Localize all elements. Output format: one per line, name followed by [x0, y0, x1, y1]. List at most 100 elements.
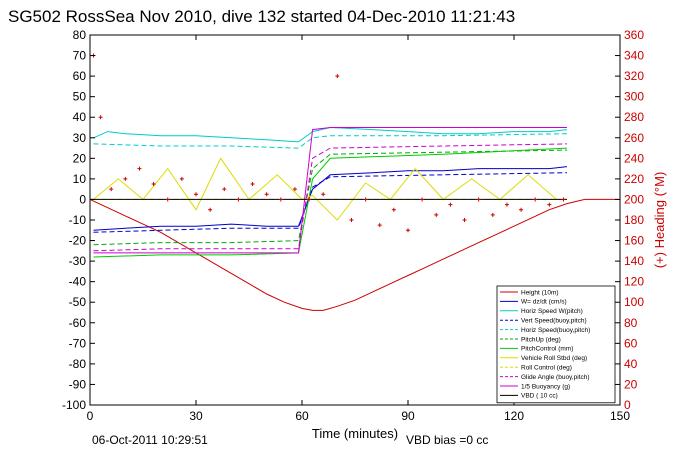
series-layer — [89, 53, 620, 311]
heading-point — [533, 197, 538, 202]
heading-point — [504, 202, 509, 207]
heading-point — [420, 197, 425, 202]
y-tick-label: 30 — [73, 131, 87, 145]
ticks-layer: 0 30 60 90 120 150-100-90-80-70-60-50-40-30-2… — [62, 28, 644, 423]
footer-date: 06-Oct-2011 10:29:51 — [92, 433, 208, 447]
heading-point — [179, 176, 184, 181]
y-right-tick-label: 20 — [624, 377, 638, 391]
heading-point — [363, 197, 368, 202]
y-right-tick-label: 160 — [624, 234, 644, 248]
y-tick-label: 70 — [73, 49, 87, 63]
y-tick-label: 60 — [73, 69, 87, 83]
y-tick-label: -40 — [69, 275, 87, 289]
y-tick-label: -20 — [69, 234, 87, 248]
y-right-tick-label: 80 — [624, 316, 638, 330]
y-right-tick-label: 340 — [624, 49, 644, 63]
y-right-tick-label: 300 — [624, 90, 644, 104]
heading-point — [476, 197, 481, 202]
heading-point — [519, 207, 524, 212]
y-tick-label: 80 — [73, 28, 87, 42]
x-tick-label: 120 — [504, 409, 524, 423]
heading-point — [561, 197, 566, 202]
y-tick-label: 40 — [73, 110, 87, 124]
chart-title: SG502 RossSea Nov 2010, dive 132 started… — [8, 7, 515, 26]
y-right-tick-label: 120 — [624, 275, 644, 289]
heading-point — [123, 176, 128, 181]
x-tick-label: 90 — [401, 409, 415, 423]
heading-point — [222, 187, 227, 192]
x-tick-label: 30 — [189, 409, 203, 423]
heading-point — [321, 192, 326, 197]
series-line-10 — [93, 127, 567, 254]
heading-point — [391, 207, 396, 212]
y-right-tick-label: 280 — [624, 110, 644, 124]
heading-point — [264, 192, 269, 197]
heading-point — [194, 192, 198, 197]
heading-point — [236, 197, 241, 202]
footer-vbd-bias: VBD bias =0 cc — [406, 433, 488, 447]
y-right-tick-label: 260 — [624, 131, 644, 145]
heading-point — [208, 207, 213, 212]
heading-point — [490, 212, 495, 217]
legend-entry: Glide Angle (buoy,pitch) — [521, 374, 590, 381]
y-right-tick-label: 320 — [624, 69, 644, 83]
y-tick-label: 50 — [73, 90, 87, 104]
legend-entry: Vehicle Roll Stbd (deg) — [521, 355, 587, 362]
x-tick-label: 150 — [610, 409, 630, 423]
y-tick-label: 10 — [73, 172, 87, 186]
y-right-tick-label: 60 — [624, 336, 638, 350]
y-right-tick-label: 360 — [624, 28, 644, 42]
heading-point — [377, 223, 382, 228]
heading-point — [547, 202, 552, 207]
series-line-6 — [93, 147, 568, 258]
y-right-tick-label: 220 — [624, 172, 644, 186]
y-tick-label: 0 — [79, 192, 86, 206]
heading-point — [307, 197, 312, 202]
y-axis-right-label: (+) Heading (°M) — [652, 172, 667, 269]
legend-entry: Horiz Speed W(pitch) — [521, 308, 583, 315]
y-tick-label: -70 — [69, 336, 87, 350]
heading-point — [109, 187, 114, 192]
y-tick-label: -90 — [69, 377, 87, 391]
legend-entry: VBD ( 10 cc) — [521, 393, 558, 400]
y-right-tick-label: 0 — [624, 398, 631, 412]
heading-point — [292, 187, 297, 192]
heading-point — [151, 182, 156, 187]
legend-entry: 1/5 Buoyancy (g) — [521, 383, 570, 390]
heading-point — [462, 218, 467, 222]
legend-entry: Roll Control (deg) — [521, 365, 572, 372]
series-line-0 — [89, 198, 620, 311]
heading-point — [349, 218, 354, 222]
legend-box — [496, 285, 616, 404]
y-right-tick-label: 40 — [624, 357, 638, 371]
heading-point — [434, 212, 439, 217]
y-right-tick-label: 200 — [624, 192, 644, 206]
series-line-9 — [93, 143, 568, 252]
heading-point — [335, 74, 340, 79]
heading-point — [250, 182, 255, 187]
legend-entry: PitchUp (deg) — [521, 336, 561, 343]
heading-point — [165, 197, 170, 202]
x-axis-label: Time (minutes) — [312, 426, 398, 441]
legend-entry: Vert Speed(buoy,pitch) — [521, 318, 587, 325]
y-right-tick-label: 140 — [624, 254, 644, 268]
heading-point — [98, 115, 103, 120]
heading-point — [278, 197, 283, 202]
legend-entry: W= dz/dt (cm/s) — [521, 299, 567, 306]
y-tick-label: -100 — [62, 398, 86, 412]
y-tick-label: -50 — [69, 295, 87, 309]
series-line-3 — [93, 172, 568, 233]
series-line-7 — [93, 157, 567, 221]
y-tick-label: -10 — [69, 213, 87, 227]
legend-entry: Horiz Speed(buoy,pitch) — [521, 327, 590, 334]
y-tick-label: -60 — [69, 316, 87, 330]
y-right-tick-label: 180 — [624, 213, 644, 227]
heading-point — [137, 166, 142, 171]
legend: Height (10m) W= dz/dt (cm/s) Horiz Speed W… — [496, 285, 616, 404]
y-right-tick-label: 100 — [624, 295, 644, 309]
legend-entry: Height (10m) — [521, 289, 559, 296]
x-tick-label: 60 — [295, 409, 309, 423]
heading-point — [406, 228, 410, 233]
y-right-tick-label: 240 — [624, 151, 644, 165]
